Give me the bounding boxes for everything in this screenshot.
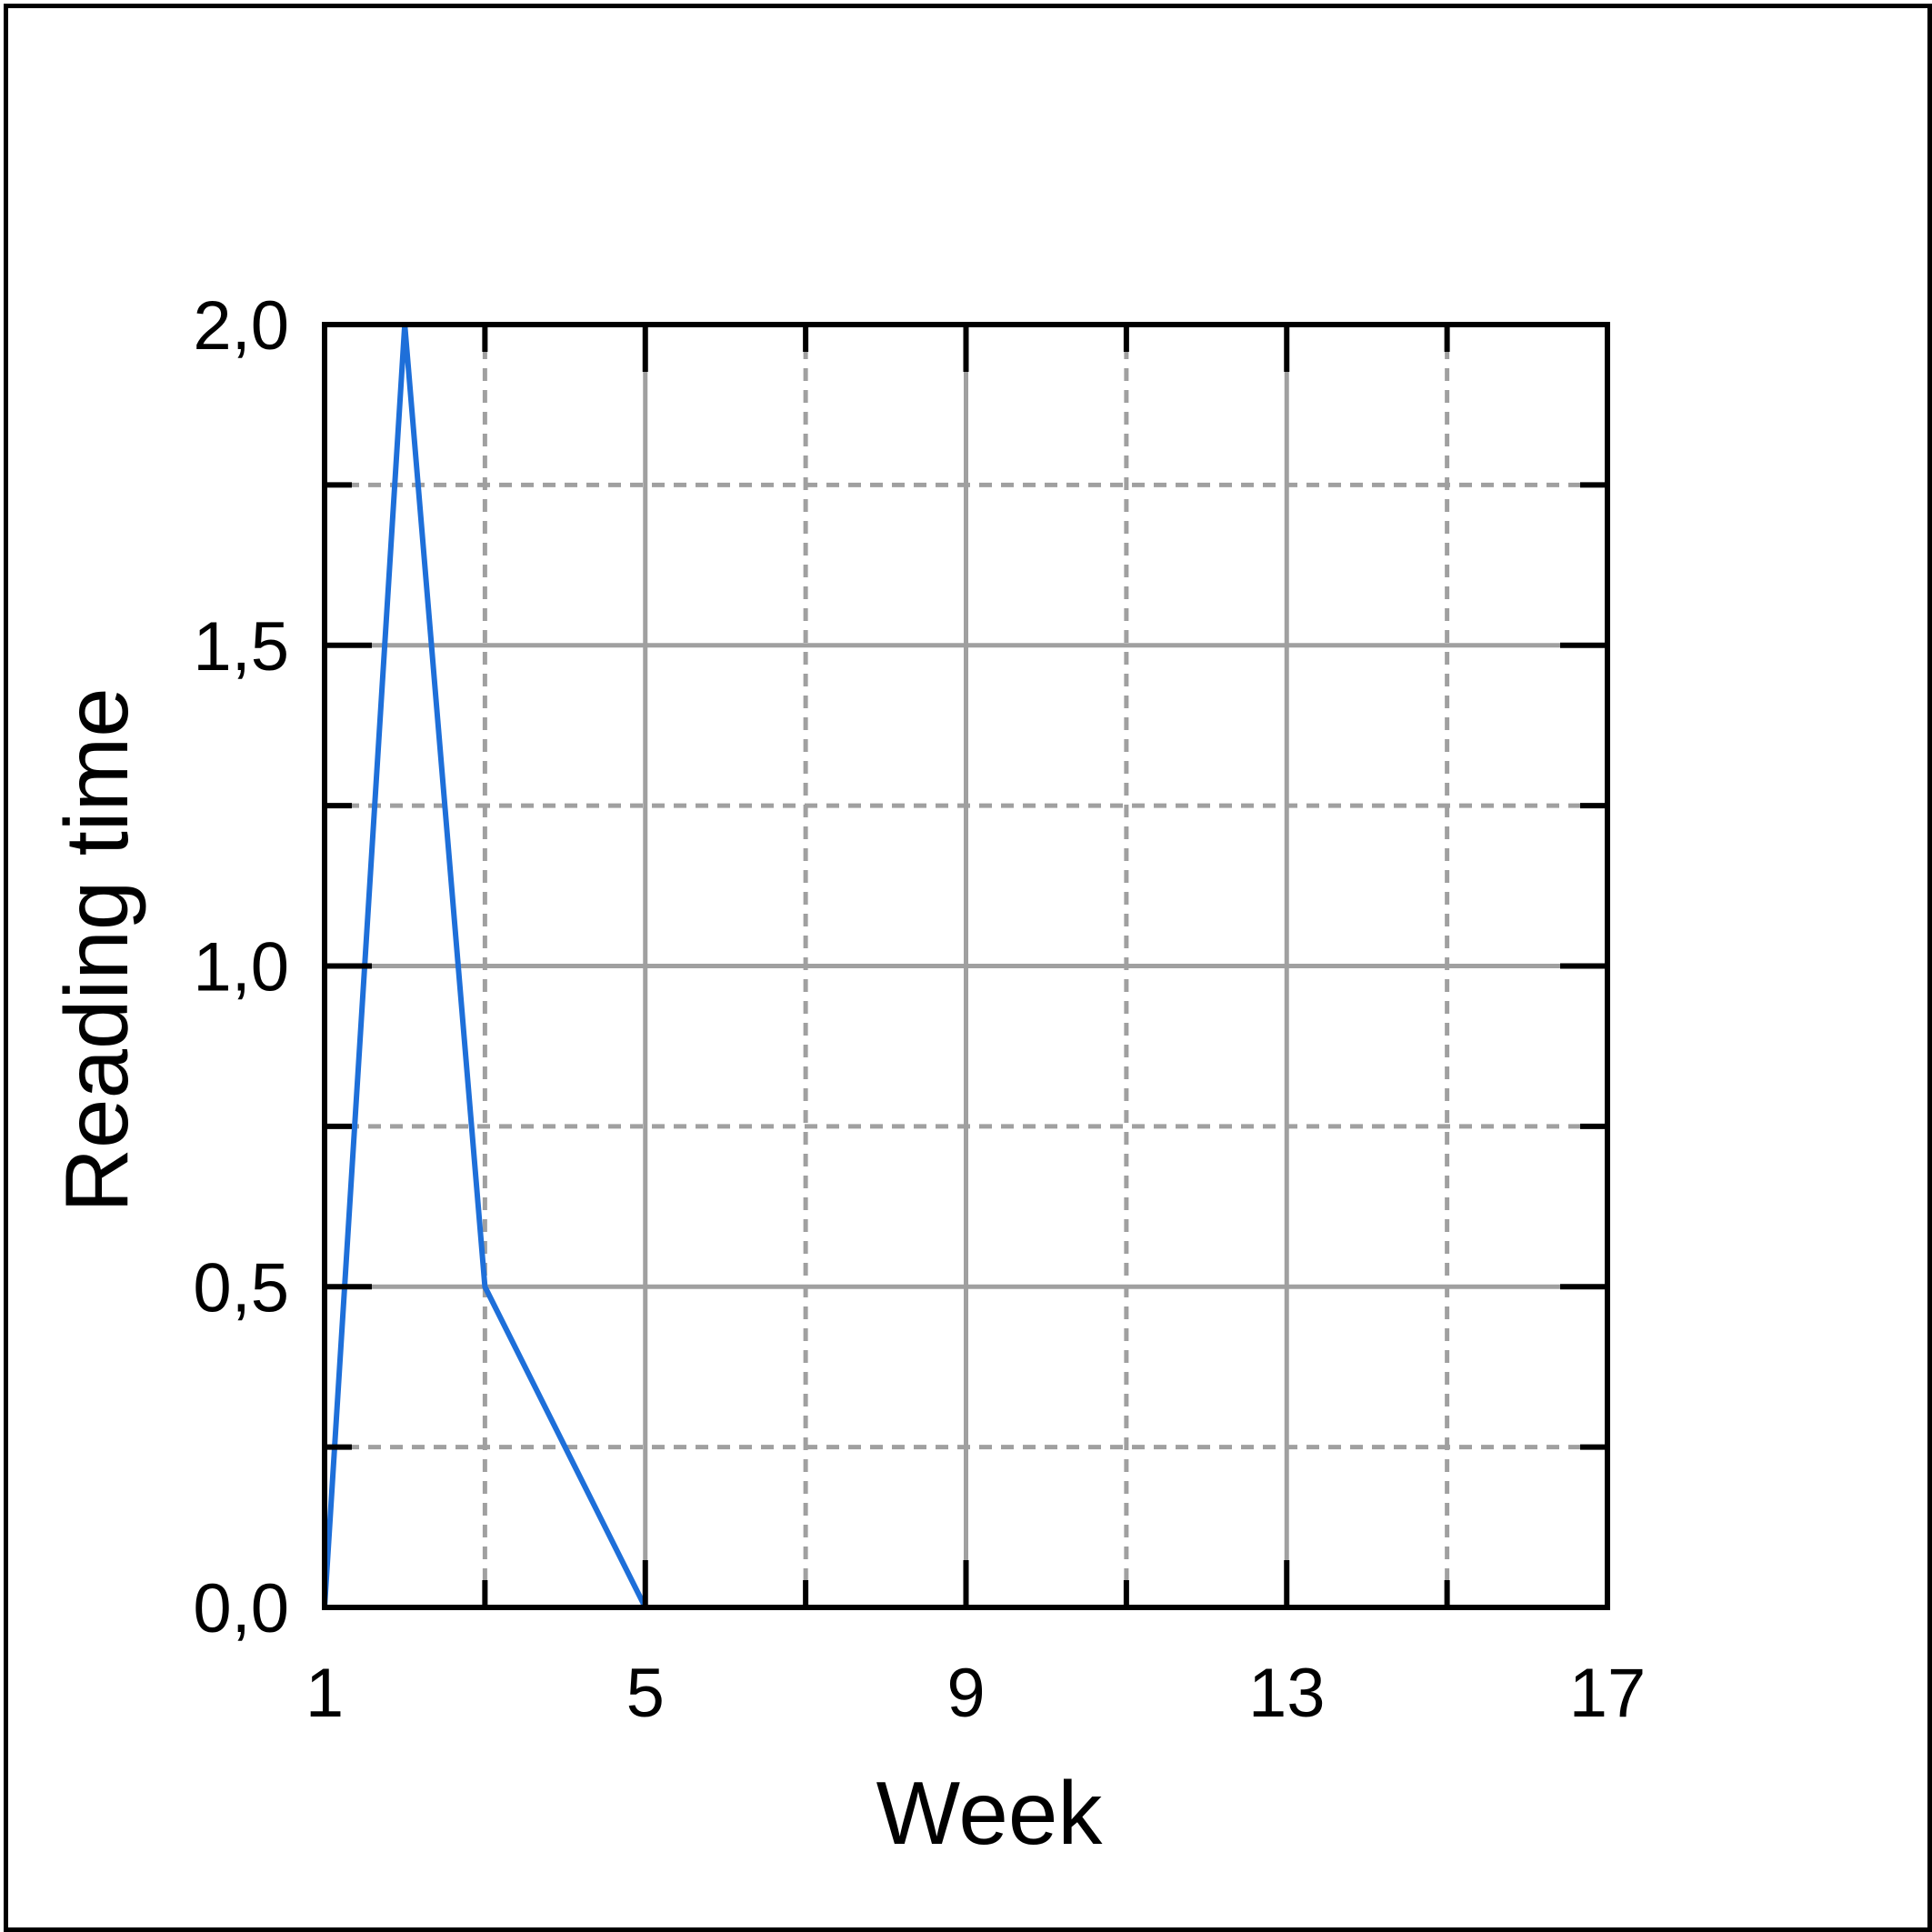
x-tick-label: 13 <box>1248 1655 1326 1732</box>
x-tick-label: 17 <box>1569 1655 1647 1732</box>
x-tick-label: 5 <box>626 1655 665 1732</box>
grid <box>325 325 1607 1607</box>
x-tick-label: 9 <box>946 1655 985 1732</box>
y-tick-label: 1,5 <box>193 608 289 686</box>
x-tick-label: 1 <box>305 1655 344 1732</box>
y-tick-label: 2,0 <box>193 287 289 365</box>
tick-labels: 1 5 9 13 17 0,0 0,5 1,0 1,5 2,0 <box>193 287 1646 1732</box>
x-axis-title: Week <box>876 1763 1104 1863</box>
y-tick-label: 0,0 <box>193 1570 289 1647</box>
ticks <box>322 322 1610 1610</box>
y-axis-title: Reading time <box>46 687 146 1212</box>
y-tick-label: 1,0 <box>193 929 289 1006</box>
y-tick-label: 0,5 <box>193 1249 289 1326</box>
